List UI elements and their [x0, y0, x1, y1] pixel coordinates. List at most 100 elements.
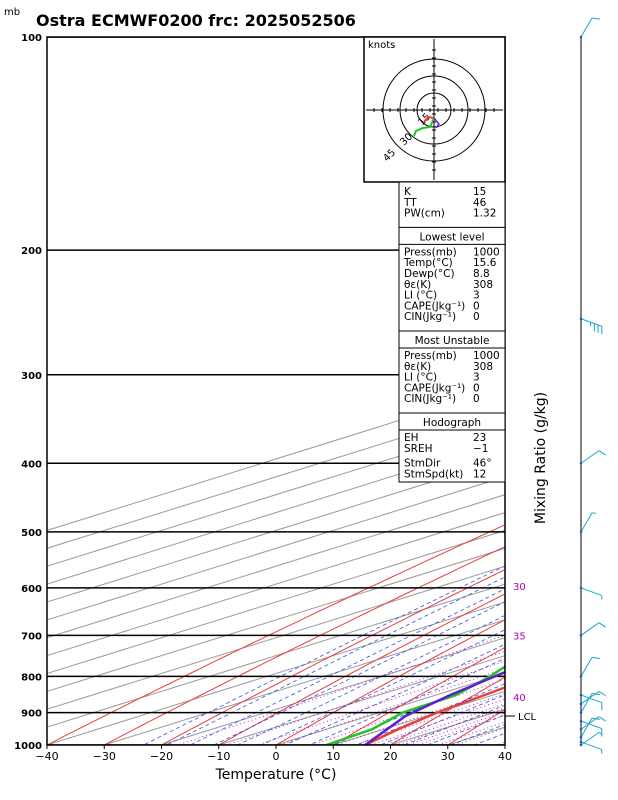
isotherm: [514, 37, 618, 760]
index-value: −1: [473, 443, 488, 455]
mixing-ratio-line: [225, 650, 505, 745]
moist-adiabat: [165, 576, 505, 745]
index-label: EH: [404, 432, 419, 444]
theta-label: 35: [513, 631, 526, 642]
index-value: 0: [473, 311, 480, 323]
index-value: 23: [473, 432, 486, 444]
index-label: StmSpd(kt): [404, 468, 463, 480]
wind-barb: [579, 450, 606, 465]
moist-adiabat: [379, 694, 505, 745]
hodograph-trace-mid: [423, 115, 435, 123]
index-value: 46°: [473, 458, 492, 470]
isotherm: [47, 422, 505, 567]
pressure-axis: 100 200 300 400 500 600 700 800 900 1000: [14, 33, 42, 752]
wind-barb: [579, 690, 606, 706]
index-label: TT: [403, 197, 417, 209]
wind-barb: [579, 716, 606, 731]
moist-adiabat: [189, 588, 505, 745]
lcl-marker: LCL: [505, 712, 537, 723]
temperature-tick-label: 40: [498, 750, 512, 763]
temperature-tick-label: −40: [35, 750, 58, 763]
index-label: Temp(°C): [403, 257, 453, 269]
isotherm: [47, 529, 505, 675]
isotherm: [47, 494, 505, 639]
pressure-unit: mb: [4, 7, 20, 18]
pressure-tick-label: 100: [21, 33, 42, 44]
dry-adiabat: [217, 593, 505, 745]
isotherm: [47, 404, 505, 549]
index-section-header: Hodograph: [423, 417, 481, 429]
temperature-profile: [364, 686, 505, 745]
isotherm: [102, 619, 505, 745]
wind-barb: [579, 622, 606, 637]
index-value: 46: [473, 197, 487, 209]
index-label: Dewp(°C): [404, 268, 455, 280]
moist-adiabat: [402, 704, 505, 745]
wind-barb: [579, 317, 603, 335]
index-value: 8.8: [473, 268, 490, 280]
wind-barb: [579, 719, 603, 737]
index-label: Press(mb): [404, 350, 457, 362]
index-value: 1000: [473, 350, 500, 362]
temperature-tick-label: −30: [93, 750, 116, 763]
dry-adiabat: [103, 546, 505, 745]
index-section-header: Most Unstable: [415, 335, 490, 347]
isotherm: [47, 583, 505, 728]
moist-adiabat: [142, 565, 505, 745]
moist-adiabat: [307, 657, 505, 745]
mixing-ratio-line: [277, 667, 505, 745]
isotherm: [47, 440, 505, 585]
index-value: 15.6: [473, 257, 497, 269]
isotherm: [47, 476, 505, 621]
theta-label: 40: [513, 693, 526, 704]
temperature-tick-label: 30: [441, 750, 455, 763]
index-value: 1000: [473, 246, 500, 258]
index-value: 3: [473, 372, 480, 384]
index-label: LI (°C): [404, 372, 437, 384]
dry-adiabat: [389, 676, 505, 745]
index-value: 1.32: [473, 208, 496, 220]
mixing-ratio-line: [436, 721, 505, 745]
theta-label: 30: [513, 582, 526, 593]
mixing-ratio-line: [369, 698, 505, 745]
moist-adiabat-lines: [142, 565, 505, 745]
plot-area: [47, 37, 618, 760]
hodograph-trace-low: [413, 117, 435, 137]
index-label: θε(K): [404, 361, 431, 373]
isotherm: [47, 565, 505, 710]
pressure-tick-label: 200: [21, 246, 42, 257]
theta-labels: 30 35 40: [513, 582, 526, 704]
isotherm: [159, 637, 505, 745]
index-label: SREH: [404, 443, 433, 455]
mixing-ratio-axis-label: Mixing Ratio (g/kg): [533, 392, 549, 524]
dry-adiabat: [47, 524, 505, 745]
x-axis-label: Temperature (°C): [215, 767, 337, 783]
index-section-header: Lowest level: [419, 231, 484, 243]
wind-barb: [579, 693, 603, 711]
mixing-ratio-line: [310, 678, 505, 745]
index-label: CIN(Jkg⁻¹): [404, 311, 456, 323]
wind-barb: [579, 17, 600, 39]
index-label: PW(cm): [404, 208, 445, 220]
index-label: CAPE(Jkg⁻¹): [404, 382, 465, 394]
temperature-axis: −40 −30 −20 −10 0 10 20 30 40: [35, 745, 512, 763]
dry-adiabat: [160, 569, 505, 745]
mixing-ratio-line: [454, 727, 505, 745]
isotherm: [47, 386, 505, 531]
isotherm: [47, 512, 505, 657]
moist-adiabat: [331, 671, 505, 745]
index-label: CIN(Jkg⁻¹): [404, 393, 456, 405]
index-label: LI (°C): [404, 290, 437, 302]
wind-barb: [579, 693, 600, 714]
index-label: StmDir: [404, 458, 441, 470]
pressure-tick-label: 500: [21, 528, 42, 539]
hodograph-trace-high: [433, 117, 440, 129]
index-value: 15: [473, 186, 486, 198]
index-value: 3: [473, 290, 480, 302]
isotherm: [571, 37, 618, 760]
dry-adiabat: [598, 37, 618, 760]
temperature-tick-label: 20: [384, 750, 398, 763]
wind-barb: [579, 740, 603, 754]
